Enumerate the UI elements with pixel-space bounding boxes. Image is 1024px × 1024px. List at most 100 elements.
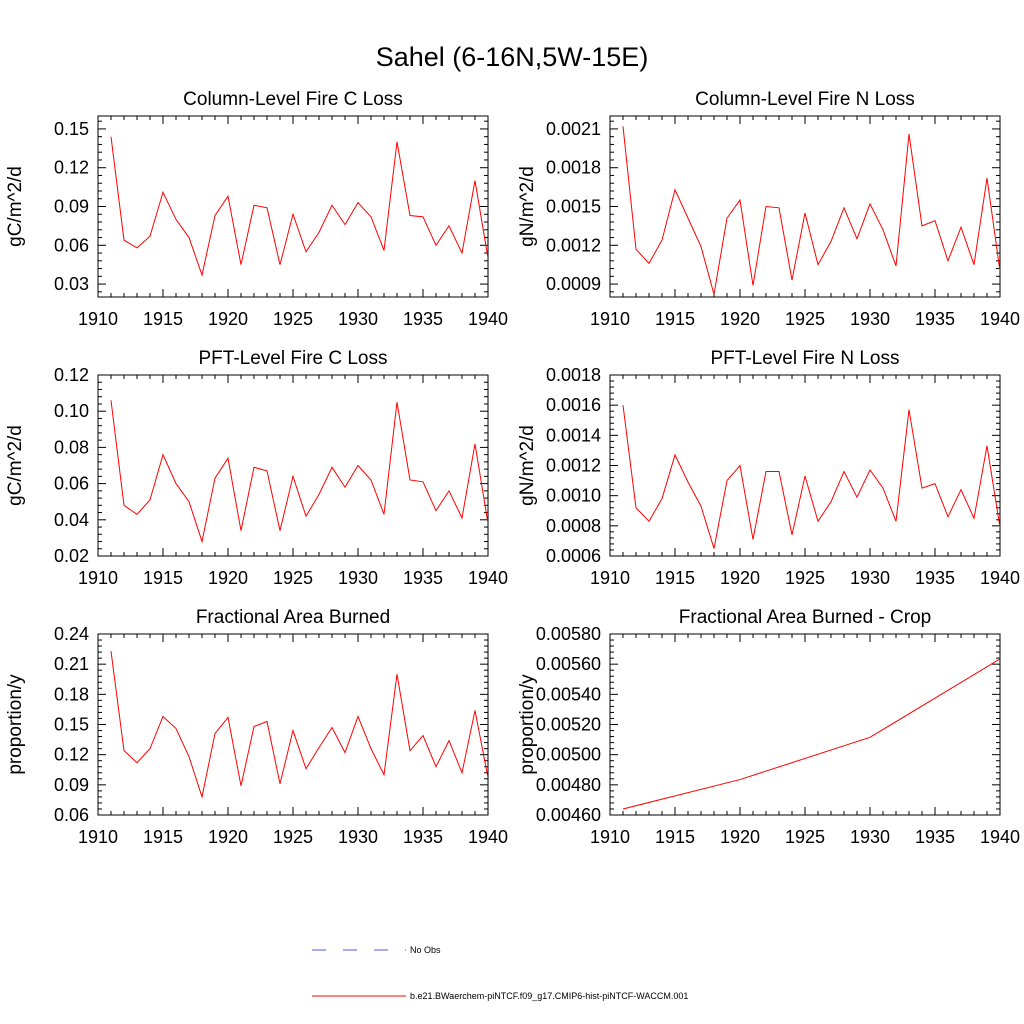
y-tick-label: 0.08 — [54, 437, 89, 457]
y-tick-label: 0.24 — [54, 624, 89, 644]
x-tick-label: 1940 — [468, 568, 508, 588]
y-tick-label: 0.0008 — [546, 516, 601, 536]
x-tick-label: 1930 — [850, 827, 890, 847]
y-axis-label: proportion/y — [5, 674, 26, 775]
panel-title: Column-Level Fire N Loss — [695, 89, 915, 110]
x-tick-label: 1915 — [655, 568, 695, 588]
series-line — [110, 136, 488, 277]
y-tick-label: 0.0018 — [546, 365, 601, 385]
y-tick-label: 0.12 — [54, 158, 89, 178]
x-tick-label: 1915 — [143, 827, 183, 847]
x-tick-label: 1915 — [143, 309, 183, 329]
y-tick-label: 0.00540 — [536, 684, 601, 704]
y-tick-label: 0.0015 — [546, 197, 601, 217]
x-tick-label: 1910 — [590, 568, 630, 588]
x-tick-label: 1910 — [78, 309, 118, 329]
x-tick-label: 1935 — [403, 309, 443, 329]
x-tick-label: 1915 — [655, 309, 695, 329]
series-line — [110, 651, 488, 799]
y-tick-label: 0.00580 — [536, 624, 601, 644]
x-tick-label: 1925 — [273, 309, 313, 329]
panel-title: Fractional Area Burned - Crop — [679, 607, 931, 628]
y-tick-label: 0.15 — [54, 715, 89, 735]
y-tick-label: 0.00460 — [536, 805, 601, 825]
x-tick-label: 1935 — [403, 568, 443, 588]
x-tick-label: 1910 — [78, 827, 118, 847]
panels-container: Column-Level Fire C Loss gC/m^2/d 1910 1915… — [5, 89, 1020, 847]
series-line — [622, 658, 1000, 810]
x-tick-label: 1920 — [720, 309, 760, 329]
x-tick-label: 1925 — [785, 568, 825, 588]
y-tick-label: 0.00480 — [536, 775, 601, 795]
x-tick-label: 1930 — [338, 309, 378, 329]
x-tick-label: 1930 — [338, 827, 378, 847]
y-tick-label: 0.06 — [54, 235, 89, 255]
y-tick-label: 0.09 — [54, 775, 89, 795]
panel-title: PFT-Level Fire C Loss — [199, 348, 388, 369]
x-tick-label: 1910 — [590, 827, 630, 847]
y-tick-label: 0.0010 — [546, 486, 601, 506]
x-tick-label: 1940 — [468, 309, 508, 329]
x-tick-label: 1940 — [980, 309, 1020, 329]
x-tick-label: 1920 — [208, 568, 248, 588]
y-tick-label: 0.03 — [54, 274, 89, 294]
series-line — [622, 126, 1000, 295]
panel-title: PFT-Level Fire N Loss — [711, 348, 900, 369]
x-tick-label: 1925 — [273, 568, 313, 588]
y-tick-label: 0.04 — [54, 510, 89, 530]
y-tick-label: 0.0012 — [546, 456, 601, 476]
x-tick-label: 1920 — [720, 568, 760, 588]
x-tick-label: 1940 — [980, 827, 1020, 847]
y-tick-label: 0.10 — [54, 401, 89, 421]
x-tick-label: 1920 — [208, 309, 248, 329]
x-tick-label: 1920 — [720, 827, 760, 847]
x-tick-label: 1910 — [78, 568, 118, 588]
x-tick-label: 1935 — [915, 309, 955, 329]
panel-3: PFT-Level Fire N Loss gN/m^2/d 1910 1915 192… — [517, 348, 1020, 588]
x-tick-label: 1925 — [785, 309, 825, 329]
y-tick-label: 0.06 — [54, 474, 89, 494]
y-tick-label: 0.0012 — [546, 235, 601, 255]
y-tick-label: 0.0006 — [546, 546, 601, 566]
y-tick-label: 0.0016 — [546, 395, 601, 415]
x-tick-label: 1930 — [850, 309, 890, 329]
y-tick-label: 0.00500 — [536, 745, 601, 765]
legend-obs-label: No Obs — [410, 945, 441, 955]
x-tick-label: 1930 — [850, 568, 890, 588]
y-axis-label: proportion/y — [517, 674, 538, 775]
x-tick-label: 1915 — [655, 827, 695, 847]
panel-2: PFT-Level Fire C Loss gC/m^2/d 1910 1915 192… — [5, 348, 508, 588]
y-tick-label: 0.06 — [54, 805, 89, 825]
series-line — [110, 400, 488, 544]
x-tick-label: 1935 — [403, 827, 443, 847]
x-tick-label: 1935 — [915, 568, 955, 588]
y-axis-label: gN/m^2/d — [517, 166, 538, 247]
figure-title: Sahel (6-16N,5W-15E) — [376, 42, 649, 72]
x-tick-label: 1920 — [208, 827, 248, 847]
x-tick-label: 1915 — [143, 568, 183, 588]
panel-title: Column-Level Fire C Loss — [183, 89, 403, 110]
x-tick-label: 1910 — [590, 309, 630, 329]
y-axis-label: gN/m^2/d — [517, 425, 538, 506]
y-tick-label: 0.00520 — [536, 715, 601, 735]
panel-5: Fractional Area Burned - Crop proportion/… — [517, 607, 1020, 847]
panel-title: Fractional Area Burned — [196, 607, 390, 628]
x-tick-label: 1935 — [915, 827, 955, 847]
panel-0: Column-Level Fire C Loss gC/m^2/d 1910 1915… — [5, 89, 508, 329]
y-tick-label: 0.0009 — [546, 274, 601, 294]
y-tick-label: 0.09 — [54, 197, 89, 217]
y-tick-label: 0.15 — [54, 119, 89, 139]
y-tick-label: 0.0021 — [546, 119, 601, 139]
legend-model-label: b.e21.BWaerchem-piNTCF.f09_g17.CMIP6-his… — [410, 991, 688, 1001]
y-tick-label: 0.0014 — [546, 425, 601, 445]
x-tick-label: 1940 — [980, 568, 1020, 588]
y-axis-label: gC/m^2/d — [5, 166, 26, 247]
y-tick-label: 0.12 — [54, 365, 89, 385]
x-tick-label: 1925 — [273, 827, 313, 847]
x-tick-label: 1930 — [338, 568, 378, 588]
y-axis-label: gC/m^2/d — [5, 425, 26, 506]
series-line — [622, 405, 1000, 549]
y-tick-label: 0.21 — [54, 654, 89, 674]
y-tick-label: 0.18 — [54, 684, 89, 704]
